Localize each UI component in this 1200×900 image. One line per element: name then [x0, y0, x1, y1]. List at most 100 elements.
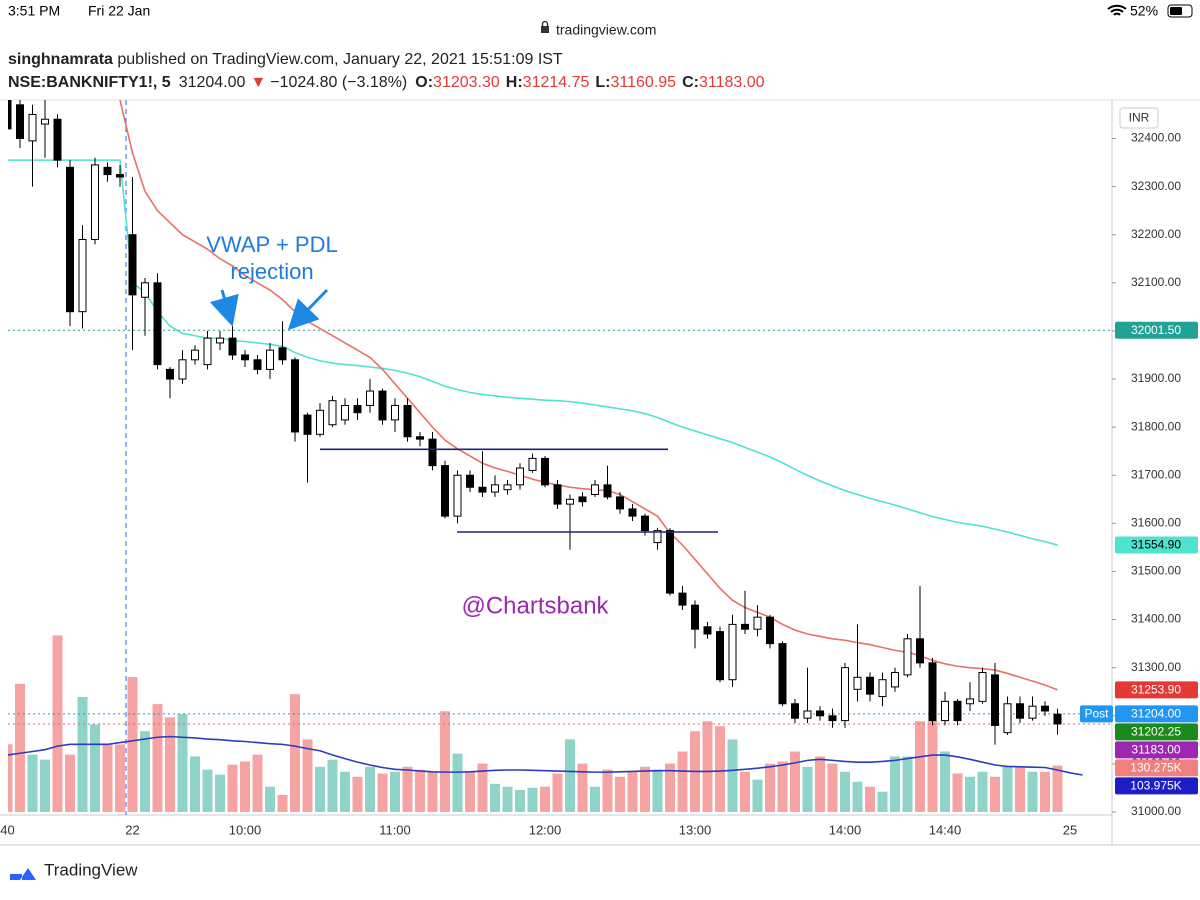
volume-bar — [1002, 766, 1013, 812]
candle-body — [291, 359, 299, 433]
x-tick-label: 40 — [0, 822, 14, 837]
volume-bar — [177, 714, 188, 812]
candle-body — [878, 679, 887, 698]
volume-bar — [265, 786, 275, 812]
volume-bar — [602, 769, 613, 812]
volume-bar — [565, 739, 575, 812]
session-tag: Post — [1084, 707, 1109, 721]
candle-body — [691, 604, 699, 630]
y-tick-label: 31500.00 — [1131, 564, 1181, 578]
x-tick-label: 22 — [125, 822, 139, 837]
volume-bar — [940, 751, 950, 812]
volume-bar — [390, 771, 400, 812]
candle-body — [216, 337, 224, 344]
volume-bar — [840, 771, 850, 812]
volume-bar — [115, 744, 125, 812]
candle-body — [466, 474, 474, 488]
candle-body — [153, 282, 162, 366]
candle-body — [1028, 705, 1037, 719]
y-tick-label: 31300.00 — [1131, 660, 1181, 674]
candle-body — [428, 438, 437, 467]
y-tick-label: 32400.00 — [1131, 131, 1181, 145]
ohlc-value: 31214.75 — [523, 74, 590, 91]
candle-body — [78, 239, 87, 313]
candle-body — [541, 457, 549, 486]
volume-bar — [527, 787, 538, 812]
volume-bar — [765, 763, 775, 812]
candle-body — [816, 710, 824, 717]
currency-badge[interactable] — [1119, 107, 1159, 129]
candle-body — [241, 354, 249, 361]
volume-bar — [102, 744, 113, 812]
candle-body — [666, 530, 674, 594]
indicator-line — [119, 100, 1058, 691]
annotation: VWAP + PDL — [206, 232, 337, 257]
candle-body — [578, 496, 587, 503]
candle-body — [728, 623, 737, 681]
price-label-bg — [1115, 759, 1198, 777]
volume-bar — [640, 766, 650, 812]
change: −1024.80 (−3.18%) — [270, 74, 407, 91]
status-date: Fri 22 Jan — [88, 3, 150, 19]
volume-bar — [465, 771, 475, 812]
volume-bar — [377, 773, 388, 812]
x-tick-label: 25 — [1063, 822, 1077, 837]
brand[interactable]: TradingView — [44, 860, 138, 879]
volume-bar — [540, 786, 550, 812]
ohlc-key: L: — [595, 74, 610, 91]
candle-body — [416, 436, 424, 440]
lock-shackle — [541, 20, 549, 27]
volume-bar — [315, 766, 325, 812]
candle-body — [566, 498, 574, 505]
volume-bar — [415, 769, 425, 812]
volume-bar — [252, 754, 263, 812]
volume-bar — [40, 759, 50, 812]
volume-bar — [877, 791, 888, 812]
volume-bar — [352, 776, 363, 812]
volume-bar — [590, 786, 600, 812]
arrow — [209, 289, 239, 327]
ohlc-key: C: — [682, 74, 699, 91]
volume-bar — [702, 721, 713, 812]
volume-bar — [8, 744, 13, 812]
volume-bar — [65, 754, 75, 812]
indicator-line — [8, 735, 1083, 776]
published: published on TradingView.com, January 22… — [113, 51, 563, 68]
tag-bg — [1080, 705, 1113, 723]
volume-bar — [490, 783, 500, 812]
volume-bar — [915, 721, 925, 812]
ohlc-value: 31183.00 — [699, 74, 765, 91]
volume-bar — [440, 711, 450, 812]
candle-body — [603, 484, 612, 498]
candle-body — [278, 347, 287, 361]
volume-bar — [215, 774, 225, 812]
volume-bar — [727, 739, 738, 812]
volume-bar — [815, 756, 825, 812]
volume-bar — [665, 763, 675, 812]
candle-body — [253, 359, 262, 370]
candle-body — [916, 638, 924, 664]
battery-icon — [1167, 4, 1193, 18]
candle-body — [678, 592, 687, 606]
volume-bar — [1015, 766, 1025, 812]
volume-bar — [715, 726, 725, 812]
volume-bar — [365, 766, 375, 812]
candle-body — [191, 349, 199, 361]
candle-body — [503, 484, 512, 491]
volume-bar — [227, 764, 238, 812]
volume-bar — [90, 724, 100, 812]
candle-body — [616, 496, 624, 510]
url[interactable]: tradingview.com — [556, 22, 656, 38]
volume-bar — [77, 697, 88, 812]
candle-body — [103, 166, 112, 176]
logo-icon — [10, 868, 36, 880]
volume-bar — [740, 771, 750, 812]
status-time: 3:51 PM — [8, 3, 60, 19]
plot — [8, 100, 1112, 815]
candle-body — [303, 414, 312, 435]
volume-bar — [127, 677, 138, 812]
author[interactable]: singhnamrata — [8, 51, 113, 68]
price-label-bg — [1115, 705, 1198, 723]
y-tick-label: 31000.00 — [1131, 804, 1181, 818]
candle-body — [766, 616, 774, 645]
